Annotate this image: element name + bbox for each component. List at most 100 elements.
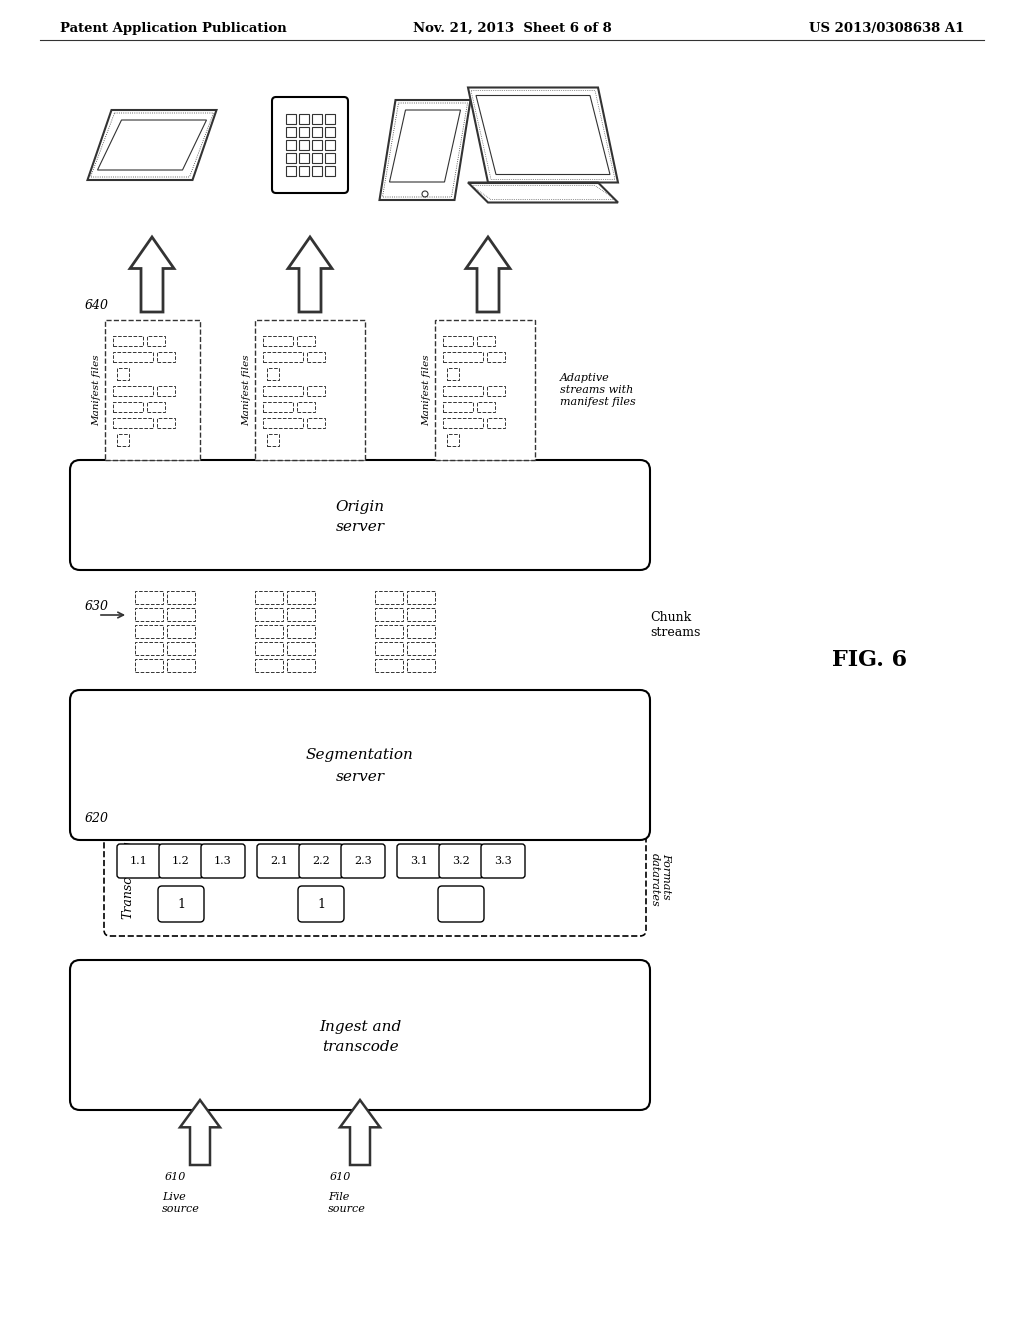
- Text: 610: 610: [165, 1172, 186, 1181]
- Text: 1.1: 1.1: [130, 855, 147, 866]
- FancyBboxPatch shape: [70, 690, 650, 840]
- Bar: [307, 352, 325, 362]
- Bar: [443, 385, 483, 396]
- Polygon shape: [180, 1100, 220, 1166]
- Text: 3.1: 3.1: [411, 855, 428, 866]
- Text: Chunk
streams: Chunk streams: [650, 611, 700, 639]
- Bar: [487, 385, 505, 396]
- Bar: [477, 337, 495, 346]
- Polygon shape: [468, 87, 618, 182]
- Bar: [287, 624, 315, 638]
- Bar: [113, 385, 153, 396]
- Bar: [287, 609, 315, 620]
- Bar: [311, 166, 322, 176]
- Text: Manifest files: Manifest files: [422, 354, 431, 426]
- Bar: [157, 352, 175, 362]
- Text: 1.2: 1.2: [172, 855, 189, 866]
- Polygon shape: [97, 120, 207, 170]
- Bar: [135, 624, 163, 638]
- Bar: [263, 385, 303, 396]
- Bar: [167, 609, 195, 620]
- Bar: [307, 418, 325, 428]
- Bar: [167, 624, 195, 638]
- Bar: [407, 624, 435, 638]
- Bar: [117, 434, 129, 446]
- Text: FIG. 6: FIG. 6: [833, 649, 907, 671]
- Text: 3.3: 3.3: [495, 855, 512, 866]
- Bar: [297, 403, 315, 412]
- Text: 2.2: 2.2: [312, 855, 330, 866]
- Polygon shape: [380, 100, 470, 201]
- Bar: [299, 140, 308, 150]
- Bar: [443, 403, 473, 412]
- Text: 1: 1: [317, 898, 325, 911]
- Text: server: server: [336, 520, 384, 535]
- Bar: [287, 659, 315, 672]
- Bar: [375, 624, 403, 638]
- Bar: [299, 114, 308, 124]
- Bar: [443, 418, 483, 428]
- Bar: [297, 337, 315, 346]
- Bar: [325, 153, 335, 162]
- Bar: [113, 352, 153, 362]
- Text: File
source: File source: [328, 1192, 366, 1213]
- FancyBboxPatch shape: [298, 886, 344, 921]
- Bar: [443, 352, 483, 362]
- Bar: [325, 166, 335, 176]
- Bar: [135, 642, 163, 655]
- Bar: [157, 418, 175, 428]
- Text: Segmentation: Segmentation: [306, 748, 414, 762]
- Text: server: server: [336, 770, 384, 784]
- Bar: [443, 337, 473, 346]
- Text: Nov. 21, 2013  Sheet 6 of 8: Nov. 21, 2013 Sheet 6 of 8: [413, 22, 611, 36]
- Bar: [255, 642, 283, 655]
- FancyBboxPatch shape: [481, 843, 525, 878]
- Bar: [167, 659, 195, 672]
- Bar: [407, 642, 435, 655]
- Bar: [487, 352, 505, 362]
- FancyBboxPatch shape: [397, 843, 441, 878]
- Bar: [167, 642, 195, 655]
- Bar: [407, 659, 435, 672]
- FancyBboxPatch shape: [70, 459, 650, 570]
- FancyBboxPatch shape: [272, 96, 348, 193]
- FancyBboxPatch shape: [159, 843, 203, 878]
- Text: 1.3: 1.3: [214, 855, 231, 866]
- Bar: [255, 609, 283, 620]
- Bar: [135, 591, 163, 605]
- Bar: [286, 127, 296, 137]
- Text: Patent Application Publication: Patent Application Publication: [60, 22, 287, 36]
- Bar: [286, 153, 296, 162]
- FancyBboxPatch shape: [70, 960, 650, 1110]
- Text: 2.1: 2.1: [270, 855, 288, 866]
- Bar: [255, 624, 283, 638]
- Text: transcode: transcode: [322, 1040, 398, 1053]
- FancyBboxPatch shape: [158, 886, 204, 921]
- FancyBboxPatch shape: [299, 843, 343, 878]
- Text: 3.2: 3.2: [453, 855, 470, 866]
- Polygon shape: [468, 182, 618, 202]
- Bar: [113, 337, 143, 346]
- Text: 610: 610: [330, 1172, 351, 1181]
- Bar: [311, 127, 322, 137]
- Bar: [375, 642, 403, 655]
- Text: US 2013/0308638 A1: US 2013/0308638 A1: [809, 22, 964, 36]
- Text: Origin: Origin: [336, 500, 385, 513]
- Text: Ingest and: Ingest and: [318, 1020, 401, 1034]
- FancyBboxPatch shape: [341, 843, 385, 878]
- Bar: [299, 127, 308, 137]
- Bar: [487, 418, 505, 428]
- Bar: [117, 368, 129, 380]
- Bar: [286, 140, 296, 150]
- Bar: [375, 659, 403, 672]
- Bar: [263, 352, 303, 362]
- Text: Manifest files: Manifest files: [92, 354, 101, 426]
- Text: Adaptive
streams with
manifest files: Adaptive streams with manifest files: [560, 374, 636, 407]
- Bar: [167, 591, 195, 605]
- Polygon shape: [130, 238, 174, 312]
- Bar: [267, 368, 279, 380]
- Bar: [287, 642, 315, 655]
- Bar: [477, 403, 495, 412]
- Bar: [286, 114, 296, 124]
- Bar: [255, 659, 283, 672]
